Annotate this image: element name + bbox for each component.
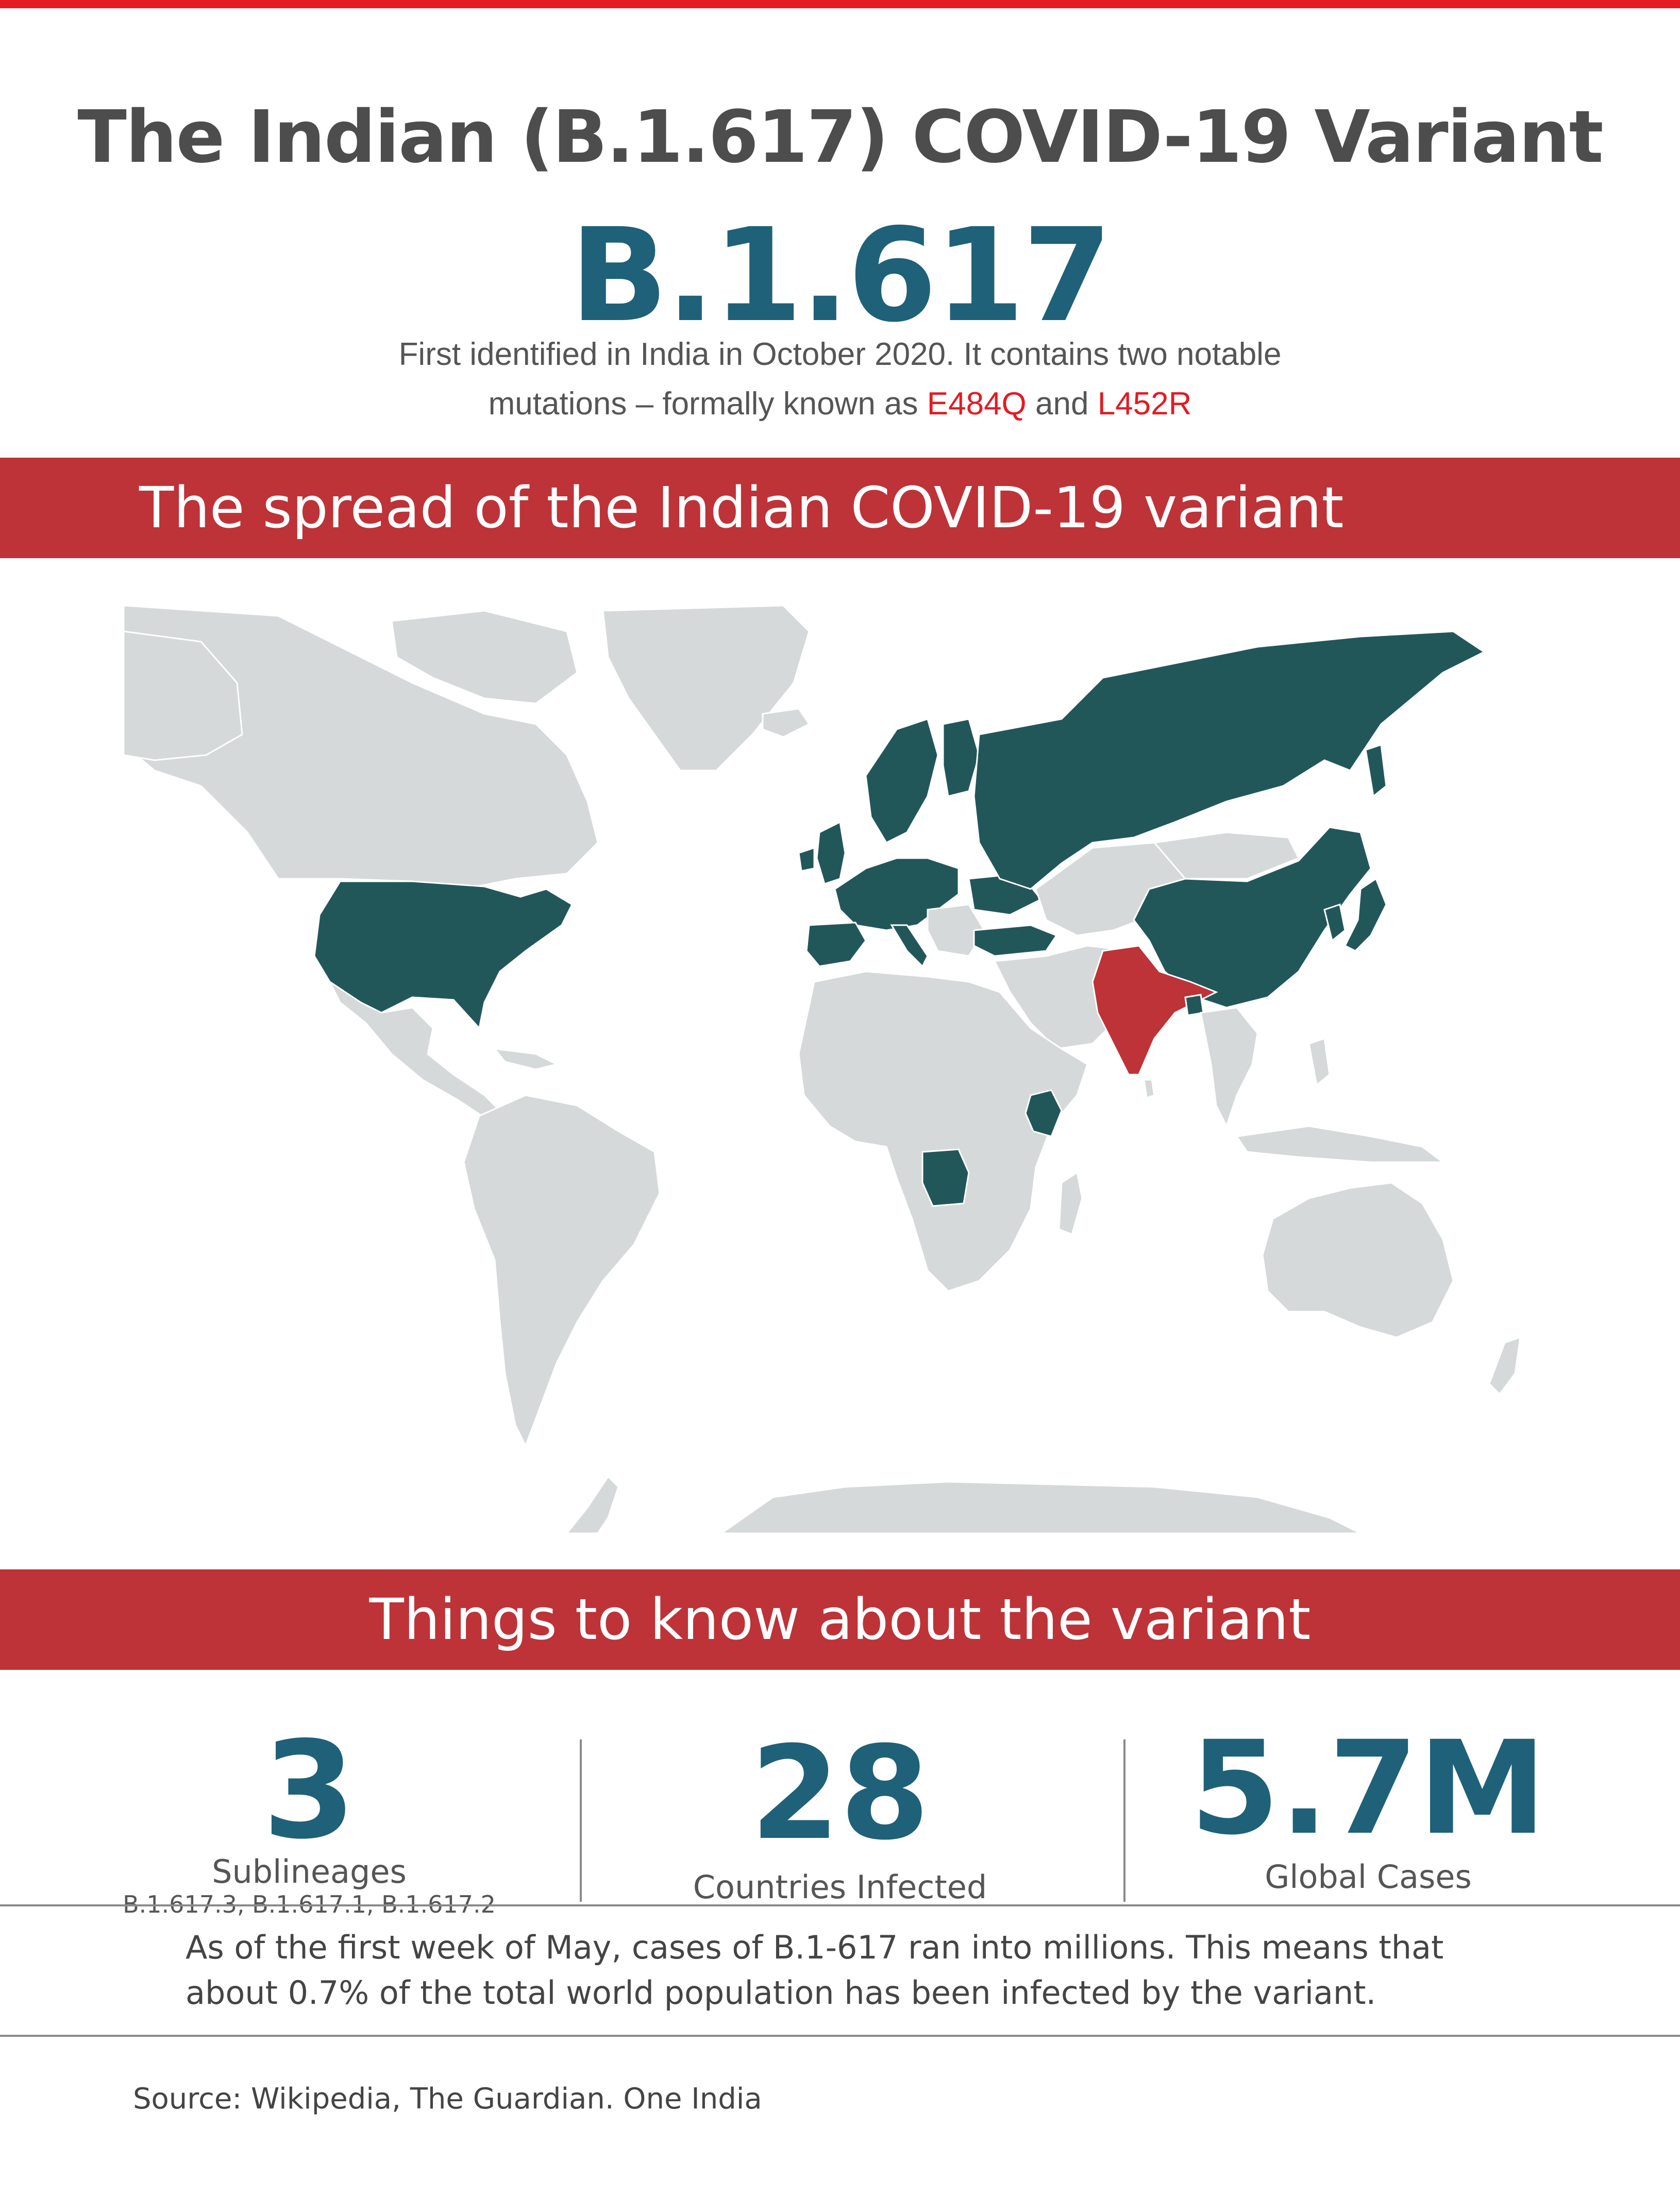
facts-heading: Things to know about the variant (369, 1586, 1311, 1652)
stat-sublineages-label: Sublineages (212, 1853, 407, 1890)
intro-line-1: First identified in India in October 202… (398, 337, 1282, 372)
country-united-kingdom (816, 821, 846, 885)
stat-countries-label: Countries Infected (693, 1868, 987, 1906)
region-antarctica (720, 1481, 1361, 1533)
top-accent-rule (0, 0, 1680, 8)
stat-global-cases-label: Global Cases (1265, 1858, 1472, 1896)
mutation-l452r: L452R (1097, 386, 1192, 422)
region-sri-lanka (1143, 1079, 1155, 1099)
region-indonesia (1235, 1125, 1446, 1163)
stat-divider-1 (580, 1739, 582, 1902)
stat-sublineages-value: 3 (262, 1713, 356, 1869)
country-spain-portugal (805, 922, 867, 967)
region-mexico-central-america (328, 979, 507, 1122)
region-australia (1262, 1182, 1454, 1338)
region-iceland (762, 708, 811, 738)
country-italy (890, 924, 929, 968)
country-norway-sweden (865, 718, 939, 844)
region-south-america (463, 1094, 661, 1448)
stat-countries-value: 28 (750, 1718, 930, 1868)
note-top-rule (0, 1904, 1680, 1906)
intro-and: and (1026, 386, 1098, 422)
country-russia-sakhalin (1365, 743, 1387, 798)
country-kenya (1024, 1089, 1063, 1137)
region-new-zealand (1488, 1336, 1521, 1396)
country-turkey (973, 924, 1058, 957)
country-angola (921, 1148, 970, 1207)
region-philippines (1308, 1037, 1331, 1086)
world-map-svg (124, 605, 1521, 1533)
intro-line-2-prefix: mutations – formally known as (488, 386, 927, 422)
country-south-korea (1323, 903, 1346, 942)
region-arctic-islands (391, 610, 578, 705)
note-bottom-rule (0, 2035, 1680, 2037)
world-map (124, 600, 1556, 1533)
region-antarctic-peninsula (566, 1475, 619, 1533)
population-note-line-2: about 0.7% of the total world population… (186, 1974, 1376, 2012)
intro-line-2: mutations – formally known as E484Q and … (0, 379, 1680, 429)
country-russia (973, 630, 1486, 890)
stat-countries: 28 Countries Infected (582, 1729, 1098, 1906)
stat-sublineages: 3 Sublineages B.1.617.3, B.1.617.1, B.1.… (52, 1724, 567, 1918)
stat-global-cases: 5.7M Global Cases (1123, 1724, 1613, 1896)
source-credit: Source: Wikipedia, The Guardian. One Ind… (133, 2082, 762, 2116)
intro-text: First identified in India in October 202… (0, 330, 1680, 429)
stat-divider-2 (1123, 1739, 1125, 1902)
spread-heading: The spread of the Indian COVID-19 varian… (139, 475, 1344, 541)
population-note-line-1: As of the first week of May, cases of B.… (186, 1929, 1444, 1966)
variant-code: B.1.617 (569, 200, 1112, 350)
country-china (1133, 826, 1372, 1009)
region-greenland (602, 605, 810, 772)
country-ireland (798, 846, 815, 872)
region-balkans (927, 903, 985, 957)
region-africa (798, 970, 1088, 1292)
mutation-e484q: E484Q (927, 386, 1027, 422)
stat-global-cases-value: 5.7M (1190, 1713, 1547, 1863)
page-title: The Indian (B.1.617) COVID-19 Variant (77, 95, 1603, 179)
population-note: As of the first week of May, cases of B.… (186, 1925, 1525, 2016)
region-southeast-asia (1200, 1007, 1258, 1128)
region-canada (124, 605, 599, 890)
country-india (1091, 945, 1218, 1076)
facts-banner: Things to know about the variant (0, 1569, 1680, 1670)
country-finland (942, 718, 980, 797)
spread-banner: The spread of the Indian COVID-19 varian… (0, 458, 1680, 558)
region-caribbean (493, 1048, 559, 1070)
region-alaska (124, 630, 243, 761)
country-japan (1343, 877, 1387, 952)
region-madagascar (1058, 1171, 1083, 1236)
